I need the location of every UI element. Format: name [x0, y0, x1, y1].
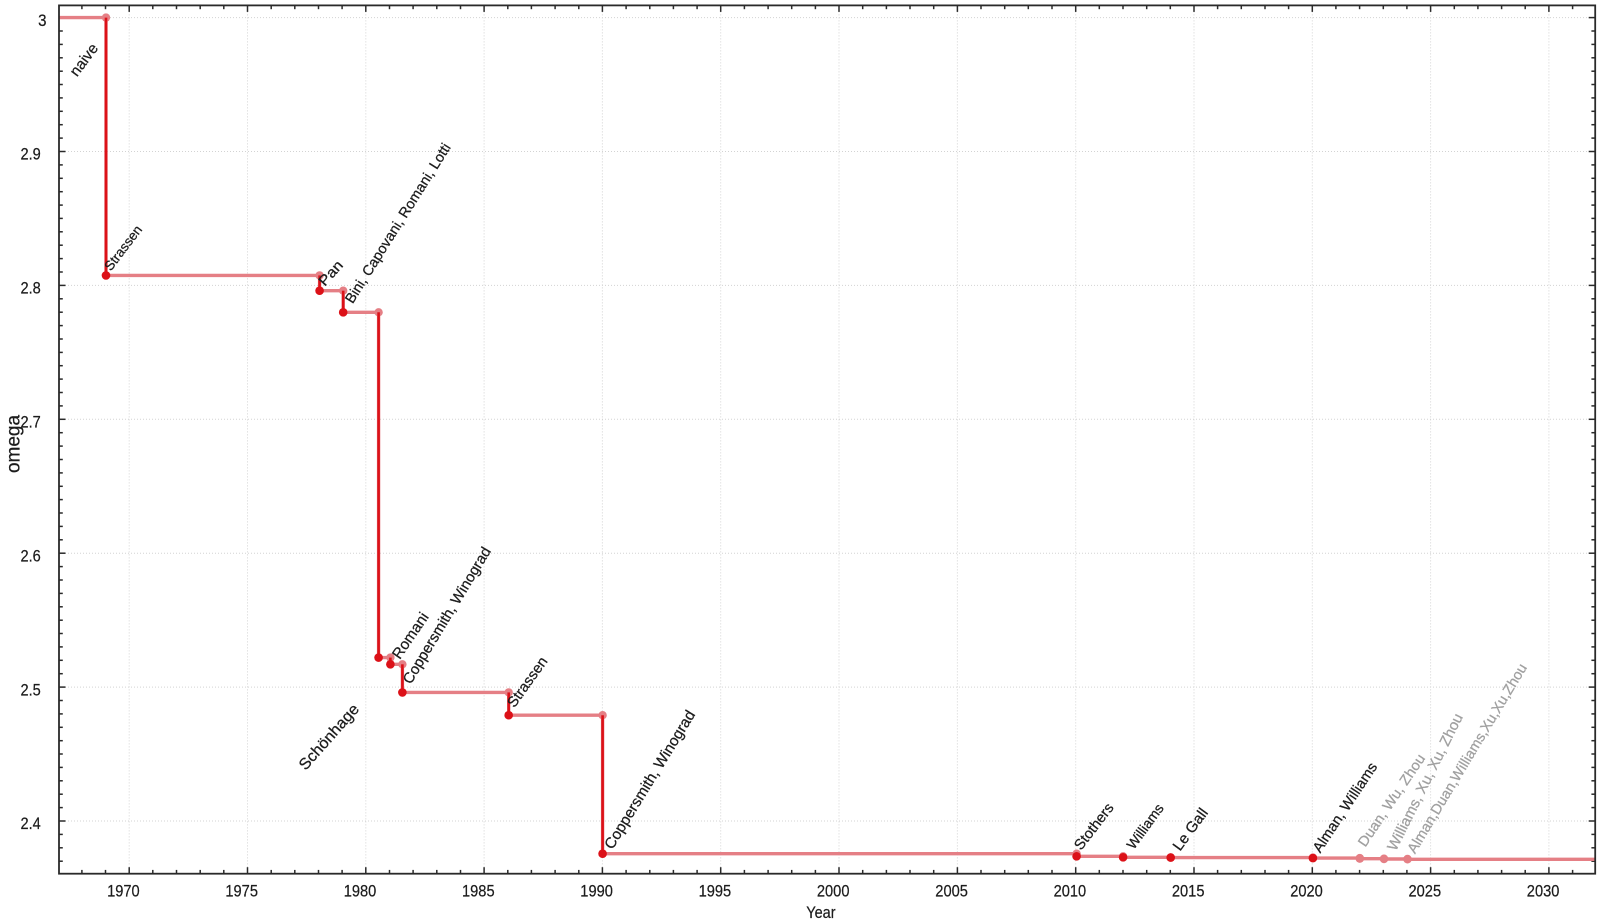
svg-text:Strassen: Strassen: [505, 654, 552, 711]
svg-text:2.7: 2.7: [21, 414, 41, 432]
svg-text:2.5: 2.5: [21, 681, 41, 699]
svg-text:2015: 2015: [1172, 883, 1205, 901]
svg-text:Schönhage: Schönhage: [296, 701, 363, 774]
svg-text:3: 3: [38, 12, 46, 30]
svg-text:Coppersmith, Winograd: Coppersmith, Winograd: [601, 707, 699, 852]
svg-text:2020: 2020: [1290, 883, 1323, 901]
svg-text:2005: 2005: [935, 883, 968, 901]
svg-text:Williams: Williams: [1123, 801, 1167, 853]
svg-text:2000: 2000: [817, 883, 850, 901]
svg-text:1995: 1995: [699, 883, 732, 901]
svg-text:Year: Year: [806, 904, 836, 920]
svg-text:1990: 1990: [580, 883, 613, 901]
svg-text:naive: naive: [67, 40, 102, 79]
svg-text:omega: omega: [3, 415, 24, 474]
svg-text:1975: 1975: [225, 883, 258, 901]
svg-text:2010: 2010: [1054, 883, 1087, 901]
svg-text:Bini, Capovani, Romani, Lotti: Bini, Capovani, Romani, Lotti: [342, 141, 454, 307]
svg-text:Strassen: Strassen: [101, 222, 145, 273]
svg-text:Stothers: Stothers: [1072, 800, 1118, 853]
svg-text:2030: 2030: [1527, 883, 1560, 901]
svg-text:2025: 2025: [1409, 883, 1442, 901]
svg-text:1980: 1980: [344, 883, 377, 901]
svg-text:Le Gall: Le Gall: [1170, 805, 1212, 854]
svg-text:2.9: 2.9: [21, 146, 41, 164]
svg-text:2.6: 2.6: [21, 547, 41, 565]
svg-text:2.8: 2.8: [21, 280, 41, 298]
svg-text:2.4: 2.4: [21, 815, 41, 833]
svg-text:1970: 1970: [107, 883, 140, 901]
svg-text:1985: 1985: [462, 883, 495, 901]
